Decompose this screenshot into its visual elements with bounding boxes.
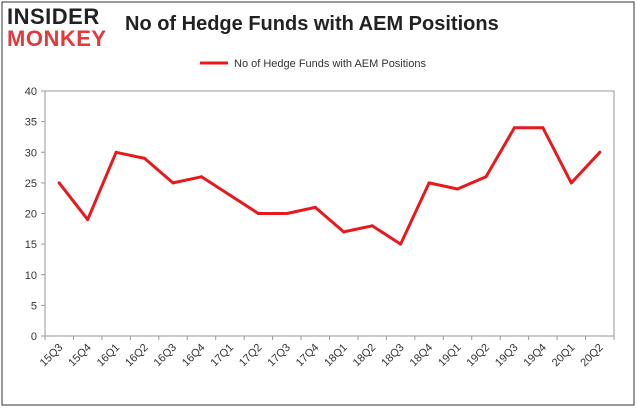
chart-title: No of Hedge Funds with AEM Positions [125, 13, 499, 35]
x-tick-label: 18Q2 [351, 342, 379, 370]
y-tick-label: 40 [25, 86, 37, 98]
data-point [598, 150, 602, 154]
x-tick-label: 15Q3 [38, 342, 66, 370]
x-tick-label: 18Q4 [408, 342, 436, 370]
logo-line-2: MONKEY [7, 26, 107, 51]
y-tick-label: 20 [25, 209, 37, 221]
x-tick-label: 20Q2 [578, 342, 606, 370]
legend: No of Hedge Funds with AEM Positions [200, 58, 426, 70]
legend-label: No of Hedge Funds with AEM Positions [234, 58, 426, 70]
x-tick-label: 15Q4 [66, 342, 94, 370]
data-point [313, 205, 317, 209]
data-point [86, 218, 90, 222]
data-point [256, 212, 260, 215]
x-tick-label: 17Q1 [209, 342, 237, 370]
data-point [541, 126, 545, 130]
data-point [171, 181, 175, 185]
x-tick-label: 16Q1 [95, 342, 123, 370]
y-tick-label: 35 [25, 117, 37, 129]
x-tick-label: 18Q1 [322, 342, 350, 370]
x-tick-label: 19Q3 [493, 342, 521, 370]
x-tick-label: 19Q1 [436, 342, 464, 370]
y-tick-label: 5 [31, 300, 37, 312]
x-tick-label: 17Q4 [294, 342, 322, 370]
data-point [484, 175, 488, 179]
series-line [57, 126, 602, 246]
y-tick-label: 15 [25, 239, 37, 251]
x-tick-label: 18Q3 [379, 342, 407, 370]
data-point [512, 126, 516, 130]
data-point [143, 156, 147, 160]
data-point [199, 175, 203, 179]
x-tick-label: 20Q1 [550, 342, 578, 370]
data-point [399, 242, 403, 246]
data-point [569, 181, 573, 185]
x-tick-label: 17Q2 [237, 342, 265, 370]
data-point [427, 181, 431, 185]
x-tick-label: 16Q2 [123, 342, 151, 370]
x-tick-label: 19Q2 [465, 342, 493, 370]
x-tick-label: 16Q4 [180, 342, 208, 370]
logo-line-1: INSIDER [7, 4, 100, 29]
x-tick-label: 19Q4 [521, 342, 549, 370]
insider-monkey-logo: INSIDER MONKEY [7, 6, 117, 52]
data-point [456, 187, 460, 191]
data-point [342, 230, 346, 234]
data-point [370, 224, 374, 228]
y-tick-label: 30 [25, 147, 37, 159]
y-tick-label: 0 [31, 331, 37, 343]
y-tick-label: 10 [25, 270, 37, 282]
y-tick-label: 25 [25, 178, 37, 190]
data-point [228, 193, 232, 197]
data-point [285, 212, 289, 215]
x-tick-label: 17Q3 [265, 342, 293, 370]
data-point [114, 150, 118, 154]
data-point [57, 181, 61, 185]
x-tick-label: 16Q3 [152, 342, 180, 370]
